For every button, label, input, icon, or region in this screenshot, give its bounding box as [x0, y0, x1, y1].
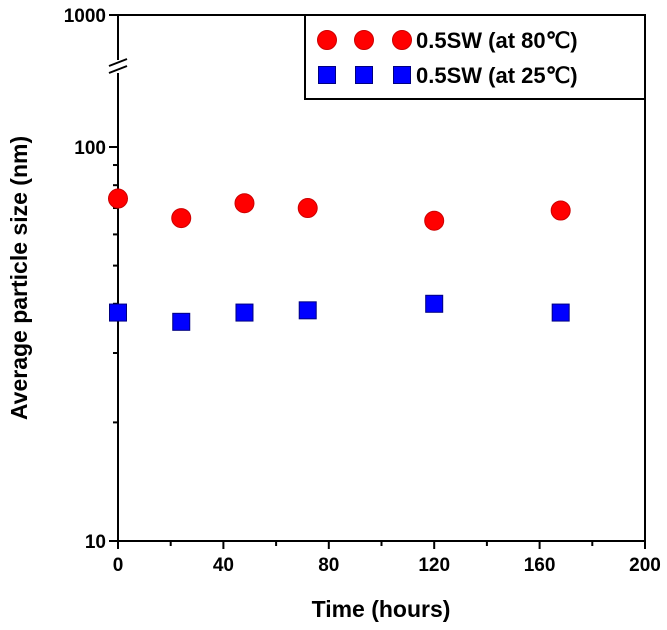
- series-2-point: [551, 303, 570, 322]
- series-1-point: [171, 208, 192, 229]
- series-1-point: [550, 200, 571, 221]
- x-tick-label: 40: [213, 555, 234, 576]
- x-axis-title: Time (hours): [312, 596, 451, 622]
- legend-label-2: 0.5SW (at 25℃): [416, 63, 578, 88]
- series-1-point: [108, 188, 128, 209]
- x-tick-label: 120: [418, 555, 450, 576]
- series-1-point: [234, 193, 255, 214]
- series-2-point: [298, 301, 317, 320]
- legend-box: [304, 14, 646, 100]
- series-1-point: [297, 198, 318, 219]
- series-2-point: [172, 312, 191, 331]
- series-2-point: [235, 303, 254, 322]
- series-2-point: [109, 303, 127, 322]
- legend-symbol-2: [318, 66, 411, 84]
- y-axis-title: Average particle size (nm): [6, 136, 32, 420]
- x-tick-label: 160: [524, 555, 556, 576]
- y-axis-break: [108, 58, 128, 74]
- y-tick-label: 100: [74, 138, 106, 159]
- y-tick-label: 1000: [64, 6, 106, 27]
- x-tick-label: 80: [318, 555, 339, 576]
- legend-label-1: 0.5SW (at 80℃): [416, 28, 578, 53]
- legend: 0.5SW (at 80℃) 0.5SW (at 25℃): [304, 14, 646, 100]
- series-2-point: [425, 294, 444, 313]
- y-tick-label: 10: [85, 532, 106, 553]
- legend-symbol-1: [317, 30, 412, 50]
- x-tick-label: 0: [113, 555, 124, 576]
- series-1-point: [424, 210, 445, 231]
- x-tick-label: 200: [629, 555, 661, 576]
